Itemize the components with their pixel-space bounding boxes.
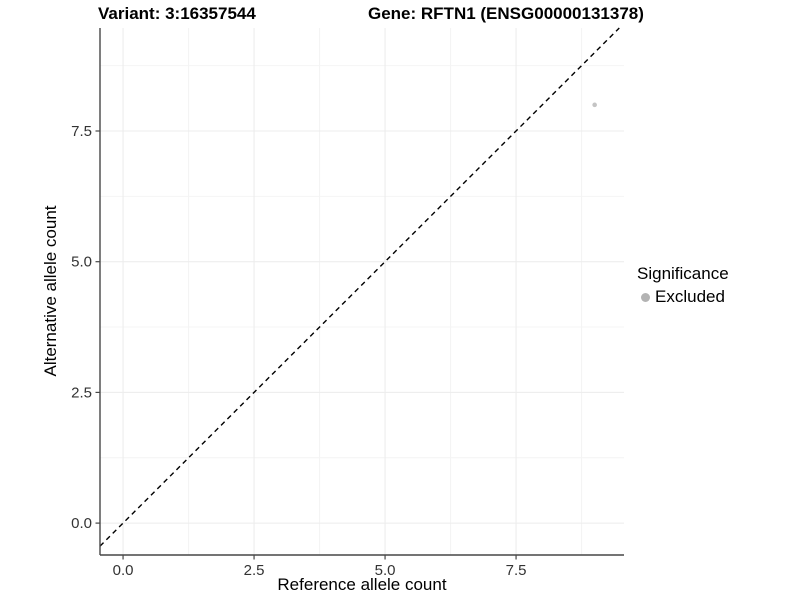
x-tick-label: 5.0 bbox=[375, 562, 396, 579]
data-point bbox=[592, 102, 597, 108]
y-tick-label: 2.5 bbox=[71, 384, 92, 401]
legend-key-dot-icon bbox=[641, 292, 650, 302]
y-tick-label: 7.5 bbox=[71, 123, 92, 140]
gene-title: Gene: RFTN1 (ENSG00000131378) bbox=[368, 4, 644, 23]
x-tick-label: 7.5 bbox=[506, 562, 527, 579]
y-tick-label: 0.0 bbox=[71, 515, 92, 532]
x-tick-label: 2.5 bbox=[244, 562, 265, 579]
legend-item-excluded: Excluded bbox=[641, 287, 729, 307]
legend-item-label: Excluded bbox=[655, 287, 725, 306]
identity-dashed-line bbox=[99, 27, 620, 547]
x-tick-label: 0.0 bbox=[113, 562, 134, 579]
y-tick-label: 5.0 bbox=[71, 254, 92, 271]
y-axis-title: Alternative allele count bbox=[41, 205, 60, 377]
variant-title: Variant: 3:16357544 bbox=[98, 4, 256, 23]
legend-title: Significance bbox=[637, 264, 729, 283]
legend: Significance Excluded bbox=[637, 264, 729, 307]
x-axis-title: Reference allele count bbox=[277, 575, 447, 594]
